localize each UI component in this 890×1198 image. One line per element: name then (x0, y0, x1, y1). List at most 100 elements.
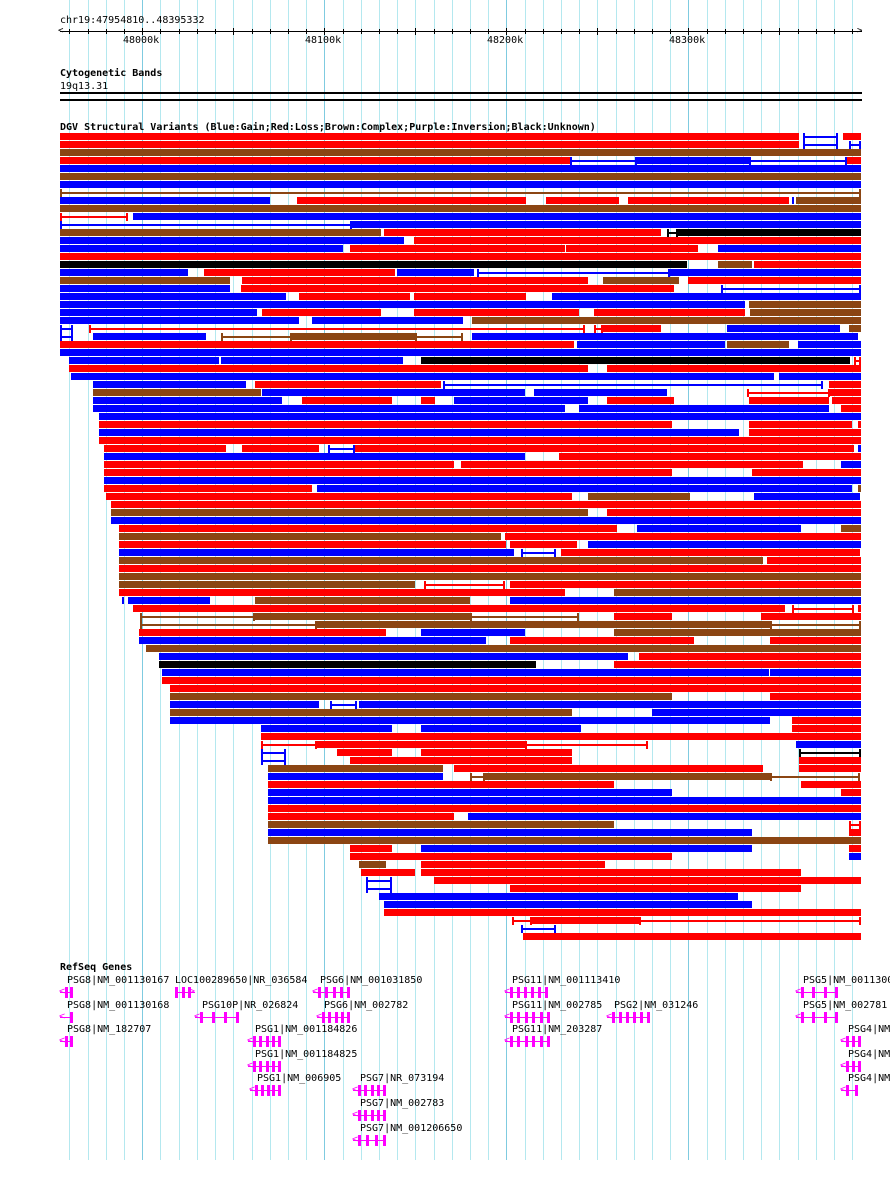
sv-loss[interactable] (355, 445, 854, 452)
sv-link-gain[interactable] (749, 160, 847, 162)
sv-gain[interactable] (792, 197, 794, 204)
sv-gain[interactable] (384, 901, 752, 908)
gene-label[interactable]: PSG10P|NR_026824 (202, 999, 299, 1011)
sv-gain[interactable] (796, 741, 861, 748)
sv-link-gain[interactable] (477, 272, 670, 274)
sv-link-complex[interactable] (415, 336, 463, 338)
sv-loss[interactable] (510, 541, 577, 548)
gene-label[interactable]: PSG11|NM_203287 (512, 1024, 603, 1036)
sv-loss[interactable] (69, 365, 588, 372)
sv-complex[interactable] (727, 341, 789, 348)
sv-loss[interactable] (841, 789, 861, 796)
sv-complex[interactable] (588, 493, 690, 500)
sv-gain[interactable] (421, 629, 525, 636)
sv-link-gain[interactable] (521, 928, 556, 930)
sv-link-loss[interactable] (89, 328, 585, 330)
sv-link-gain[interactable] (803, 144, 838, 146)
sv-gain[interactable] (588, 541, 861, 548)
sv-loss[interactable] (688, 277, 861, 284)
sv-loss[interactable] (792, 717, 861, 724)
sv-link-gain[interactable] (261, 752, 286, 754)
sv-complex[interactable] (146, 645, 861, 652)
sv-loss[interactable] (350, 245, 565, 252)
sv-link-gain[interactable] (366, 880, 392, 882)
sv-gain[interactable] (60, 237, 404, 244)
sv-gain[interactable] (170, 701, 319, 708)
sv-loss[interactable] (384, 909, 861, 916)
sv-complex[interactable] (718, 261, 752, 268)
sv-loss[interactable] (749, 421, 852, 428)
sv-loss[interactable] (561, 549, 860, 556)
sv-gain[interactable] (221, 357, 403, 364)
sv-gain[interactable] (754, 493, 860, 500)
sv-gain[interactable] (359, 701, 861, 708)
sv-loss[interactable] (421, 397, 435, 404)
sv-gain[interactable] (261, 725, 392, 732)
sv-loss[interactable] (241, 285, 674, 292)
sv-link-complex[interactable] (770, 776, 860, 778)
sv-loss[interactable] (119, 589, 565, 596)
sv-unknown[interactable] (678, 229, 861, 236)
sv-complex[interactable] (268, 837, 861, 844)
sv-link-gain[interactable] (60, 328, 73, 330)
sv-complex[interactable] (119, 533, 501, 540)
gene-label[interactable]: PSG6|NM_001031850 (320, 975, 423, 986)
sv-loss[interactable] (119, 541, 506, 548)
sv-loss[interactable] (830, 389, 861, 396)
sv-complex[interactable] (93, 389, 261, 396)
sv-loss[interactable] (104, 445, 226, 452)
sv-loss[interactable] (532, 917, 639, 924)
sv-loss[interactable] (119, 565, 861, 572)
sv-gain[interactable] (718, 245, 861, 252)
sv-loss[interactable] (139, 629, 386, 636)
gene-label[interactable]: PSG4|NM (848, 1048, 890, 1060)
sv-gain[interactable] (637, 157, 749, 164)
sv-complex[interactable] (603, 277, 679, 284)
sv-loss[interactable] (607, 509, 861, 516)
sv-gain[interactable] (99, 413, 861, 420)
sv-link-complex[interactable] (140, 624, 317, 626)
gene-label[interactable]: PSG7|NR_073194 (360, 1073, 445, 1085)
sv-link-complex[interactable] (140, 616, 255, 618)
sv-loss[interactable] (60, 141, 799, 148)
sv-gain[interactable] (858, 445, 861, 452)
sv-link-complex[interactable] (470, 616, 579, 618)
sv-gain[interactable] (60, 197, 270, 204)
sv-gain[interactable] (397, 269, 474, 276)
sv-loss[interactable] (414, 237, 861, 244)
sv-link-loss[interactable] (747, 392, 830, 394)
sv-loss[interactable] (639, 653, 861, 660)
sv-complex[interactable] (796, 197, 861, 204)
sv-complex[interactable] (749, 301, 861, 308)
sv-unknown[interactable] (159, 661, 536, 668)
sv-gain[interactable] (352, 221, 861, 228)
sv-gain[interactable] (379, 893, 738, 900)
sv-gain[interactable] (93, 397, 282, 404)
sv-gain[interactable] (637, 525, 801, 532)
sv-loss[interactable] (302, 397, 392, 404)
sv-loss[interactable] (858, 421, 861, 428)
sv-loss[interactable] (847, 157, 861, 164)
sv-loss[interactable] (104, 469, 672, 476)
sv-gain[interactable] (170, 717, 770, 724)
sv-loss[interactable] (242, 445, 319, 452)
sv-gain[interactable] (317, 485, 852, 492)
sv-link-loss[interactable] (525, 744, 648, 746)
sv-loss[interactable] (361, 869, 415, 876)
sv-loss[interactable] (170, 685, 861, 692)
sv-gain[interactable] (454, 397, 588, 404)
sv-loss[interactable] (510, 581, 861, 588)
sv-gain[interactable] (312, 317, 463, 324)
sv-loss[interactable] (628, 197, 789, 204)
sv-gain[interactable] (69, 357, 219, 364)
sv-gain[interactable] (849, 853, 861, 860)
sv-gain[interactable] (60, 301, 745, 308)
gene-label[interactable]: PSG1|NM_001184825 (255, 1048, 358, 1060)
sv-complex[interactable] (614, 589, 861, 596)
sv-complex[interactable] (60, 173, 861, 180)
sv-gain[interactable] (71, 373, 774, 380)
sv-unknown[interactable] (60, 261, 687, 268)
sv-loss[interactable] (106, 493, 572, 500)
sv-gain[interactable] (60, 245, 343, 252)
sv-complex[interactable] (119, 581, 415, 588)
